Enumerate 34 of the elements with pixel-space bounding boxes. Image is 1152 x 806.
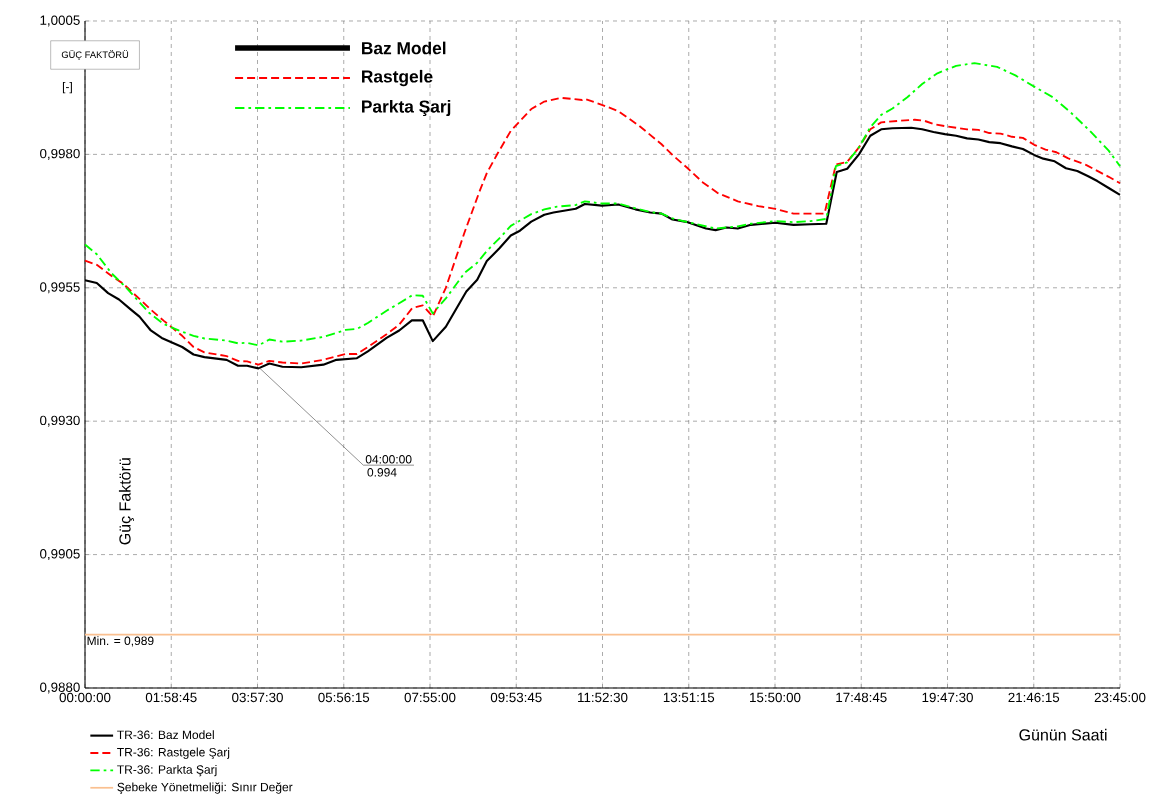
y-axis-title: Güç Faktörü xyxy=(118,458,134,545)
legend-label: TR-36: Parkta Şarj xyxy=(117,764,217,777)
x-tick-label: 13:51:15 xyxy=(663,692,715,703)
text: [-] xyxy=(62,82,72,94)
x-tick-label: 05:56:15 xyxy=(318,692,370,703)
legend-label: TR-36: Rastgele Şarj xyxy=(117,747,230,759)
annotation: Baz Model xyxy=(362,41,446,55)
x-tick-label: 17:48:45 xyxy=(836,692,887,703)
annotation: 04:00:00 xyxy=(365,455,412,464)
x-tick-label: 07:55:00 xyxy=(404,692,456,703)
x-tick-label: 01:58:45 xyxy=(145,692,197,703)
y-tick-label: 0,9905 xyxy=(40,549,80,561)
y-tick-label: 0,9880 xyxy=(40,682,80,694)
x-tick-label: 15:50:00 xyxy=(750,692,801,703)
annotation: Min. = 0,989 xyxy=(87,636,154,647)
y-tick-label: 1,0005 xyxy=(40,15,80,27)
x-tick-label: 00:00:00 xyxy=(59,692,111,703)
x-tick-label: 19:47:30 xyxy=(922,692,973,703)
annotation: GÜÇ FAKTÖRÜ xyxy=(61,50,129,60)
line-series xyxy=(84,62,1121,347)
y-tick-label: 0,9980 xyxy=(40,148,80,160)
annotation: Parkta Şarj xyxy=(362,99,451,117)
annotation: 0.994 xyxy=(367,468,397,477)
x-tick-label: 09:53:45 xyxy=(490,692,542,703)
x-axis-title: Günün Saati xyxy=(1019,728,1107,741)
x-tick-label: 23:45:00 xyxy=(1094,692,1146,703)
annotation: Rastgele xyxy=(362,69,433,87)
legend-label: TR-36: Baz Model xyxy=(117,730,214,740)
x-tick-label: 21:46:15 xyxy=(1008,692,1060,703)
x-tick-label: 03:57:30 xyxy=(232,692,283,703)
y-tick-label: 0,9955 xyxy=(40,282,80,294)
legend-label: Şebeke Yönetmeliği: Sınır Değer xyxy=(117,782,293,794)
y-tick-label: 0,9930 xyxy=(40,415,80,427)
x-tick-label: 11:52:30 xyxy=(578,692,628,703)
